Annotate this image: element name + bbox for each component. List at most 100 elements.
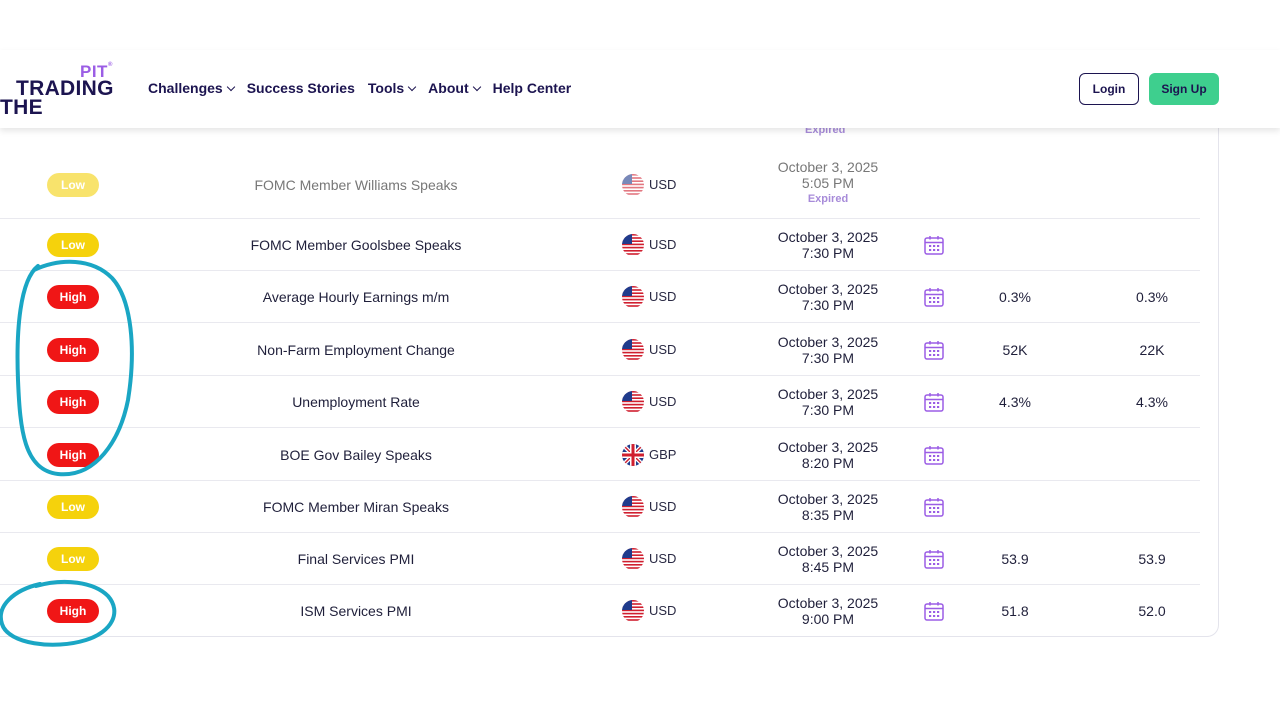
- forecast-value: 0.3%: [1136, 289, 1168, 305]
- event-date: October 3, 2025: [777, 491, 879, 507]
- currency-code: USD: [649, 341, 677, 357]
- event-date: October 3, 2025: [777, 229, 879, 245]
- event-date: October 3, 2025: [777, 333, 879, 350]
- add-to-calendar-icon[interactable]: [923, 339, 945, 361]
- event-datetime: October 3, 2025 8:45 PM: [753, 543, 903, 575]
- logo-trading-text: TRADING: [16, 77, 114, 100]
- event-name: ISM Services PMI: [300, 603, 412, 619]
- impact-badge: Low: [47, 233, 99, 257]
- nav-about[interactable]: About: [428, 80, 481, 96]
- event-date: October 3, 2025: [777, 595, 879, 611]
- add-to-calendar-icon[interactable]: [923, 496, 945, 518]
- add-to-calendar-icon[interactable]: [923, 286, 945, 308]
- table-row: Low FOMC Member Miran Speaks USD October 3,…: [0, 481, 1200, 533]
- table-row: High Unemployment Rate USD October 3, 2025 7…: [0, 376, 1200, 428]
- currency-code: USD: [649, 176, 677, 192]
- nav-about-label: About: [428, 80, 469, 96]
- event-datetime: October 3, 2025 5:05 PM Expired: [753, 159, 903, 208]
- actual-value: 52K: [1002, 341, 1028, 358]
- event-name: Average Hourly Earnings m/m: [262, 289, 450, 305]
- nav-tools[interactable]: Tools: [367, 80, 417, 96]
- table-row: High BOE Gov Bailey Speaks GBP October 3, 2…: [0, 428, 1200, 481]
- event-datetime: October 3, 2025 7:30 PM: [753, 281, 903, 313]
- logo-the-text: THE: [0, 96, 43, 119]
- event-date: October 3, 2025: [777, 386, 879, 402]
- table-row: Low Final Services PMI USD October 3, 2025 8…: [0, 533, 1200, 585]
- table-row: Low FOMC Member Goolsbee Speaks USD October…: [0, 219, 1200, 271]
- table-row: Low FOMC Member Williams Speaks USD October…: [0, 150, 1200, 219]
- event-name: FOMC Member Williams Speaks: [254, 176, 458, 193]
- event-time: 7:30 PM: [801, 245, 855, 261]
- forecast-value: 4.3%: [1136, 394, 1168, 410]
- event-time: 5:05 PM: [801, 175, 855, 191]
- event-datetime: October 3, 2025 7:30 PM: [753, 334, 903, 366]
- table-row: High ISM Services PMI USD October 3, 2025 9:…: [0, 585, 1200, 636]
- nav-challenges[interactable]: Challenges: [148, 80, 235, 96]
- event-datetime: October 3, 2025 9:00 PM: [753, 595, 903, 627]
- forecast-value: 52.0: [1138, 603, 1166, 619]
- impact-badge: Low: [47, 172, 99, 197]
- currency-code: GBP: [649, 446, 677, 462]
- event-time: 7:30 PM: [801, 349, 855, 366]
- nav-help-center[interactable]: Help Center: [493, 80, 572, 96]
- currency-code: USD: [649, 289, 677, 304]
- event-name: Unemployment Rate: [292, 394, 420, 410]
- us-flag-icon: [622, 391, 644, 413]
- event-datetime: October 3, 2025 8:35 PM: [753, 491, 903, 523]
- us-flag-icon: [622, 173, 644, 196]
- sign-up-button[interactable]: Sign Up: [1149, 73, 1219, 105]
- nav-success-stories[interactable]: Success Stories: [247, 80, 355, 96]
- nav-help-center-label: Help Center: [492, 80, 572, 96]
- logo-pit-text: PIT®: [80, 62, 113, 81]
- actual-value: 4.3%: [999, 394, 1031, 410]
- actual-value: 53.9: [1001, 551, 1029, 567]
- event-time: 8:35 PM: [801, 507, 855, 523]
- nav-tools-label: Tools: [367, 80, 405, 96]
- event-name: Final Services PMI: [297, 551, 415, 567]
- add-to-calendar-icon[interactable]: [923, 444, 945, 466]
- impact-badge: High: [47, 599, 99, 623]
- chevron-down-icon: [472, 82, 481, 91]
- impact-badge: High: [47, 390, 99, 414]
- impact-badge: High: [47, 442, 99, 467]
- add-to-calendar-icon[interactable]: [923, 391, 945, 413]
- currency-code: USD: [649, 394, 677, 409]
- currency-code: USD: [649, 551, 677, 566]
- economic-calendar-table: Low FOMC Member Williams Speaks USD October…: [0, 100, 1219, 637]
- the-trading-pit-logo[interactable]: PIT® TRADING THE: [0, 62, 122, 119]
- chevron-down-icon: [226, 82, 235, 91]
- event-date: October 3, 2025: [777, 438, 879, 455]
- us-flag-icon: [622, 496, 644, 518]
- event-date: October 3, 2025: [777, 281, 879, 297]
- add-to-calendar-icon[interactable]: [923, 548, 945, 570]
- login-button[interactable]: Login: [1079, 73, 1139, 105]
- us-flag-icon: [622, 234, 644, 256]
- nav-success-stories-label: Success Stories: [246, 80, 355, 96]
- actual-value: 51.8: [1001, 603, 1029, 619]
- event-name: FOMC Member Miran Speaks: [263, 499, 449, 515]
- event-date: October 3, 2025: [777, 543, 879, 559]
- us-flag-icon: [622, 286, 644, 308]
- forecast-value: 53.9: [1138, 551, 1166, 567]
- event-time: 8:45 PM: [801, 559, 855, 575]
- uk-flag-icon: [622, 443, 644, 466]
- impact-badge: Low: [47, 495, 99, 519]
- event-name: BOE Gov Bailey Speaks: [280, 446, 432, 463]
- event-name: Non-Farm Employment Change: [257, 341, 455, 358]
- event-datetime: October 3, 2025 7:30 PM: [753, 386, 903, 418]
- add-to-calendar-icon[interactable]: [923, 234, 945, 256]
- actual-value: 0.3%: [999, 289, 1031, 305]
- impact-badge: High: [47, 337, 99, 362]
- us-flag-icon: [622, 600, 644, 622]
- event-date: October 3, 2025: [777, 159, 879, 175]
- table-row: High Average Hourly Earnings m/m USD Octobe…: [0, 271, 1200, 323]
- status-expired-label: Expired: [807, 193, 849, 205]
- event-datetime: October 3, 2025 7:30 PM: [753, 229, 903, 261]
- site-header: PIT® TRADING THE Challenges Success Stor…: [0, 50, 1280, 128]
- add-to-calendar-icon[interactable]: [923, 600, 945, 622]
- event-datetime: October 3, 2025 8:20 PM: [753, 439, 903, 471]
- impact-badge: High: [47, 285, 99, 309]
- table-row: High Non-Farm Employment Change USD October…: [0, 323, 1200, 376]
- nav-challenges-label: Challenges: [148, 80, 223, 96]
- chevron-down-icon: [407, 82, 417, 91]
